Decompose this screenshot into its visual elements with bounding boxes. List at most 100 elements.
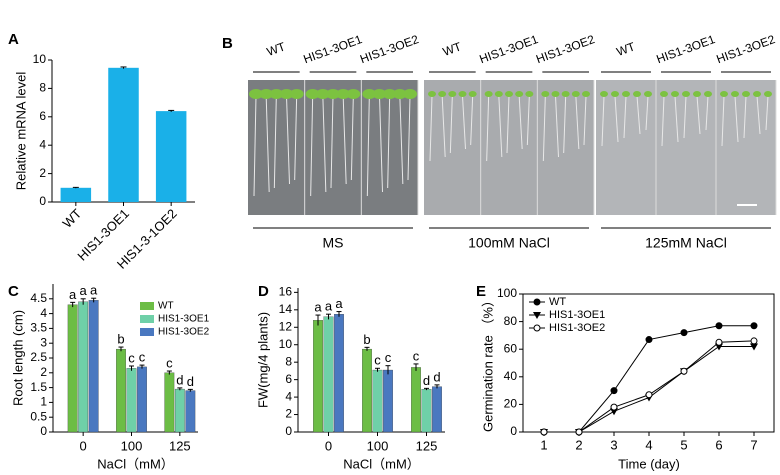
- leaf: [346, 89, 361, 99]
- x-tick-label: 7: [750, 437, 757, 452]
- significance-letter: d: [433, 369, 440, 384]
- root: [743, 95, 747, 139]
- error-bar: [177, 387, 183, 391]
- leaf: [561, 91, 570, 97]
- x-tick-label: 3: [610, 437, 617, 452]
- leaf: [494, 91, 503, 97]
- y-tick-label: 12: [279, 319, 293, 333]
- significance-letter: c: [374, 353, 381, 368]
- leaf: [468, 91, 477, 97]
- root: [294, 95, 298, 181]
- error-bar: [72, 186, 79, 189]
- genotype-label: HIS1-3OE2: [714, 32, 777, 66]
- leaf: [362, 89, 377, 99]
- leaf: [372, 89, 387, 99]
- root: [674, 95, 679, 143]
- root: [661, 95, 665, 147]
- root: [470, 95, 474, 146]
- y-tick-label: 0: [40, 424, 47, 438]
- significance-letter: a: [314, 299, 322, 314]
- significance-letter: c: [139, 350, 146, 365]
- x-tick-label: 0: [325, 438, 332, 453]
- root: [683, 95, 687, 139]
- marker: [645, 391, 653, 399]
- root: [542, 95, 546, 162]
- root: [575, 95, 580, 150]
- leaf: [382, 89, 397, 99]
- root: [387, 95, 391, 189]
- x-tick-label: 1: [540, 437, 547, 452]
- y-tick-label: 6: [39, 109, 46, 123]
- significance-letter: a: [335, 296, 343, 311]
- panel-label: B: [222, 35, 233, 52]
- marker: [750, 337, 758, 345]
- root: [526, 95, 530, 146]
- root: [623, 95, 627, 139]
- root: [350, 95, 354, 181]
- leaf: [403, 89, 417, 99]
- bar: [383, 369, 393, 433]
- leaf: [622, 91, 630, 97]
- error-bar: [385, 365, 391, 375]
- error-bar: [129, 365, 134, 371]
- genotype-label: HIS1-3OE1: [654, 32, 717, 66]
- error-bar: [424, 387, 429, 391]
- leaf: [289, 89, 304, 99]
- root: [765, 95, 769, 131]
- root: [583, 95, 587, 146]
- panel-label: E: [476, 283, 486, 300]
- y-tick-label: 4.5: [30, 291, 47, 305]
- error-bar: [375, 367, 380, 372]
- y-axis-label: Germination rate （%）: [480, 294, 495, 432]
- y-tick-label: 4: [40, 306, 47, 320]
- error-bar: [91, 297, 97, 303]
- leaf: [764, 91, 772, 97]
- root: [614, 95, 619, 143]
- x-tick-label: 125: [169, 438, 191, 453]
- genotype-label: HIS1-3OE2: [358, 32, 421, 66]
- y-tick-label: 3.5: [30, 321, 47, 335]
- bar: [334, 314, 344, 433]
- bar: [432, 386, 442, 433]
- leaf: [484, 91, 493, 97]
- condition-label: 100mM NaCl: [468, 235, 550, 251]
- marker: [645, 336, 653, 344]
- leaf: [693, 91, 701, 97]
- legend-label: HIS1-3OE2: [549, 322, 605, 334]
- root: [506, 95, 510, 154]
- marker: [680, 367, 688, 375]
- significance-letter: a: [69, 287, 77, 302]
- y-tick-label: 4: [39, 137, 46, 151]
- error-bar: [118, 346, 124, 352]
- x-tick-label: 5: [680, 437, 687, 452]
- significance-letter: a: [90, 283, 98, 298]
- error-bar: [434, 384, 440, 389]
- photo-panel: [248, 80, 776, 215]
- root: [721, 95, 725, 147]
- leaf: [249, 89, 263, 99]
- significance-letter: c: [166, 355, 173, 370]
- y-tick-label: 1: [40, 395, 47, 409]
- y-tick-label: 8: [285, 354, 292, 368]
- bar: [60, 187, 92, 202]
- x-axis-label: NaCl（mM）: [97, 456, 174, 471]
- legend-swatch: [140, 315, 154, 323]
- leaf: [315, 89, 330, 99]
- leaf: [704, 91, 712, 97]
- marker: [715, 322, 723, 330]
- y-tick-label: 8: [39, 81, 46, 95]
- leaf: [259, 89, 274, 99]
- root: [563, 95, 567, 154]
- marker: [610, 408, 618, 416]
- marker: [575, 428, 583, 436]
- error-bar: [168, 109, 175, 112]
- error-bar: [315, 314, 321, 326]
- root: [429, 95, 433, 162]
- x-tick-label: 0: [80, 438, 87, 453]
- genotype-label: HIS1-3OE1: [301, 32, 364, 66]
- legend-label: WT: [549, 296, 566, 308]
- x-tick-label: 100: [121, 438, 143, 453]
- y-tick-label: 10: [279, 337, 293, 351]
- bar: [185, 390, 196, 433]
- error-bar: [139, 364, 145, 369]
